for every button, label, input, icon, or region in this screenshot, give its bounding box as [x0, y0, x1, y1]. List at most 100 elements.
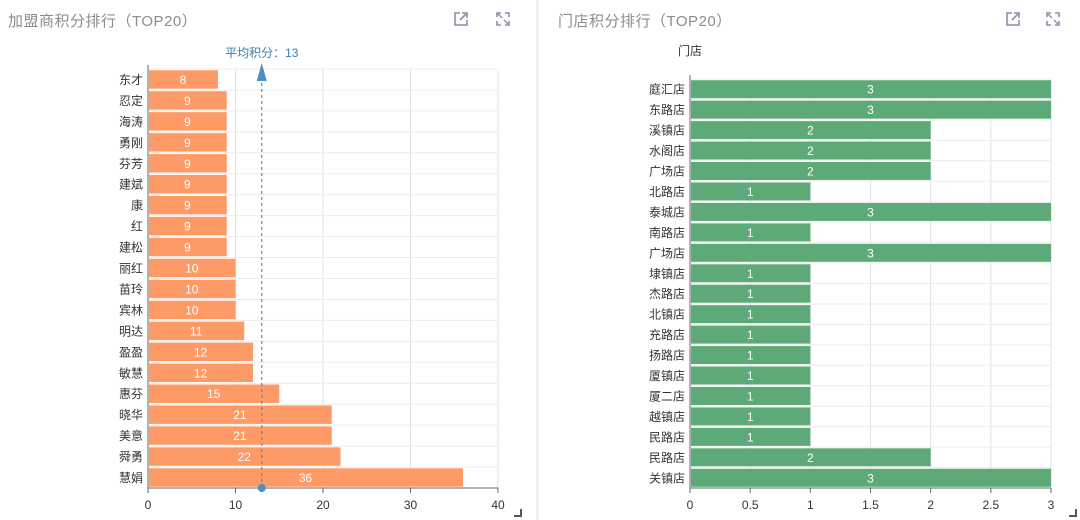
bar [691, 427, 811, 446]
bar [691, 141, 931, 160]
franchisee-panel-title: 加盟商积分排行（TOP20） [8, 13, 198, 30]
x-tick-label: 20 [316, 498, 330, 512]
bar-value-label: 1 [747, 349, 754, 363]
x-tick-label: 0 [687, 498, 694, 512]
x-tick-label: 2 [927, 498, 934, 512]
resize-handle[interactable] [1069, 509, 1077, 517]
bar [691, 468, 1051, 487]
bar-value-label: 3 [867, 246, 874, 260]
bar-value-label: 3 [867, 83, 874, 97]
bar [149, 258, 236, 278]
bar-value-label: 3 [867, 103, 874, 117]
bar-value-label: 10 [185, 303, 199, 317]
bar-value-label: 2 [807, 451, 814, 465]
category-label: 建斌 [119, 178, 143, 192]
category-label: 北镇店 [649, 308, 685, 322]
fullscreen-icon[interactable] [1044, 10, 1062, 28]
bar [691, 80, 1051, 99]
bar [149, 237, 227, 257]
x-tick-label: 2.5 [982, 498, 999, 512]
bar-value-label: 15 [207, 387, 221, 401]
open-external-icon[interactable] [1004, 10, 1022, 28]
bar-value-label: 9 [184, 136, 191, 150]
bar [149, 363, 253, 382]
resize-handle[interactable] [514, 509, 522, 517]
category-label: 忍定 [119, 93, 143, 108]
bar [691, 223, 811, 242]
x-tick-label: 1 [807, 498, 814, 512]
category-label: 庭汇店 [649, 82, 685, 97]
bar-value-label: 1 [747, 369, 754, 383]
bar-value-label: 1 [747, 267, 754, 281]
average-mark-point [257, 484, 266, 492]
bar-value-label: 1 [747, 308, 754, 322]
store-ranking-panel: 门店积分排行（TOP20） 0 0.5 1 1.5 2 2.5 3 3 庭汇店 3 东路店 2 溪镇店 2… [548, 0, 1080, 520]
y-axis-name: 门店 [678, 43, 702, 58]
bar [691, 264, 811, 283]
bar [149, 384, 280, 403]
bar-value-label: 1 [747, 328, 754, 342]
bar-value-label: 21 [233, 429, 247, 443]
bar [149, 405, 332, 424]
bar [149, 447, 341, 466]
category-label: 南路店 [649, 225, 685, 240]
bar-value-label: 1 [747, 287, 754, 301]
bar-value-label: 3 [867, 471, 874, 485]
bar-value-label: 10 [185, 262, 199, 276]
category-label: 溪镇店 [649, 124, 685, 138]
category-label: 东才 [119, 73, 143, 87]
category-label: 建松 [119, 241, 143, 255]
bar [691, 202, 1051, 221]
bar [691, 100, 1051, 119]
bar [691, 386, 811, 405]
bar [691, 346, 811, 365]
bar [691, 325, 811, 344]
average-mark-arrow [256, 63, 267, 81]
category-label: 慧娟 [119, 470, 143, 485]
fullscreen-icon[interactable] [494, 10, 512, 28]
category-label: 关镇店 [649, 471, 685, 485]
bar [691, 305, 811, 324]
panel-divider [536, 0, 539, 520]
category-label: 充路店 [649, 327, 685, 342]
x-tick-label: 10 [229, 498, 243, 512]
open-external-icon[interactable] [452, 10, 470, 28]
category-label: 海涛 [119, 114, 143, 129]
bar-value-label: 11 [190, 324, 203, 338]
bar-value-label: 9 [184, 220, 191, 234]
bar-value-label: 1 [747, 410, 754, 424]
bar [149, 426, 332, 445]
bar-value-label: 2 [807, 144, 814, 158]
bar [149, 175, 227, 194]
bar-value-label: 2 [807, 124, 814, 138]
x-tick-label: 40 [491, 498, 505, 512]
average-mark-label: 平均积分：13 [225, 46, 299, 60]
bar [149, 154, 227, 173]
category-label: 杰路店 [649, 286, 685, 301]
bar-value-label: 1 [747, 389, 754, 403]
bar-value-label: 9 [184, 94, 191, 108]
bar-value-label: 1 [747, 226, 754, 240]
bar-value-label: 21 [233, 408, 247, 422]
bar-value-label: 12 [194, 345, 208, 359]
category-label: 厦镇店 [649, 369, 685, 383]
category-label: 宾林 [119, 302, 143, 317]
category-label: 晓华 [119, 408, 143, 422]
bar [149, 195, 227, 215]
bar-value-label: 9 [184, 241, 191, 255]
bar-value-label: 9 [184, 115, 191, 129]
bar [149, 279, 236, 299]
bar [149, 300, 236, 320]
bar-value-label: 12 [194, 366, 208, 380]
bar-value-label: 22 [238, 450, 252, 464]
category-label: 勇刚 [119, 136, 143, 150]
x-tick-label: 30 [404, 498, 418, 512]
bar-value-label: 1 [747, 185, 754, 199]
bar [691, 182, 811, 201]
bar [149, 91, 227, 110]
bar-value-label: 10 [185, 282, 199, 296]
category-label: 美意 [119, 428, 143, 443]
category-label: 扬路店 [649, 348, 685, 363]
bar [691, 366, 811, 385]
bar [149, 112, 227, 131]
